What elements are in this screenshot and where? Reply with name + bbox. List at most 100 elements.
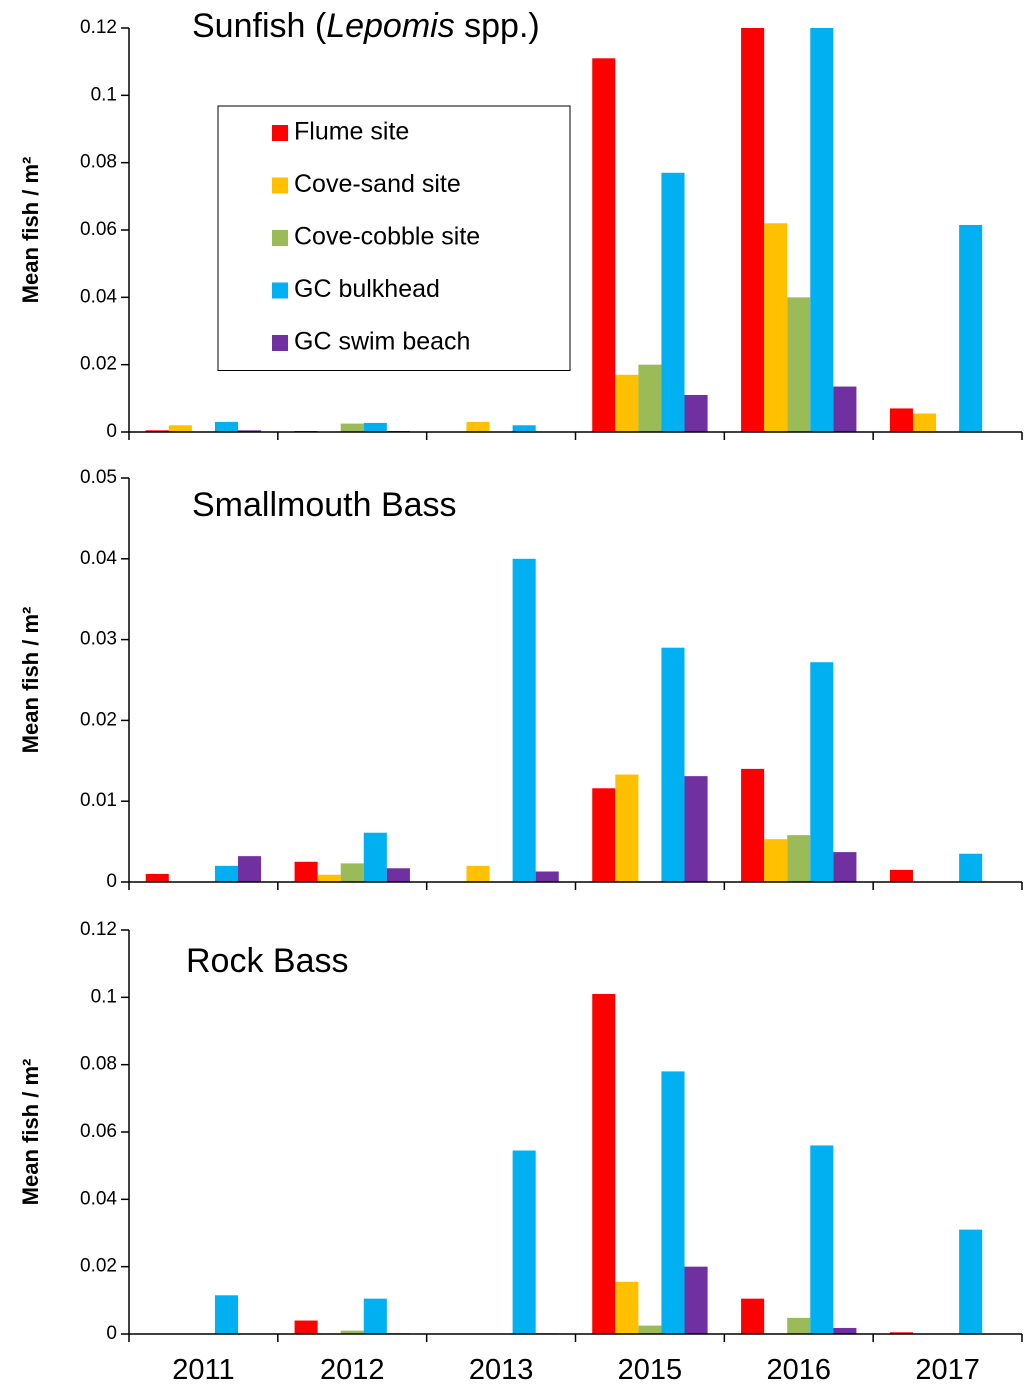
bar: [684, 394, 708, 432]
bar: [592, 788, 616, 882]
bar: [787, 297, 811, 432]
bar: [592, 993, 616, 1334]
chart-title: Rock Bass: [186, 942, 349, 980]
bar: [512, 1150, 536, 1334]
bar: [889, 1332, 913, 1334]
y-tick-label: 0.04: [80, 548, 117, 569]
bar: [889, 408, 913, 432]
y-tick-label: 0.1: [91, 986, 117, 1007]
y-tick-label: 0.02: [80, 354, 117, 375]
bar: [661, 647, 685, 882]
bar: [214, 421, 239, 432]
bar: [214, 1295, 239, 1334]
y-tick-label: 0.08: [80, 1054, 117, 1075]
bar: [340, 863, 364, 882]
bar: [764, 223, 788, 432]
title-part: Rock Bass: [186, 942, 349, 980]
bar: [294, 1320, 318, 1334]
bar: [466, 865, 490, 882]
y-tick-label: 0.04: [80, 1188, 117, 1209]
bar: [833, 1327, 857, 1334]
bar: [889, 869, 913, 882]
bar: [294, 861, 318, 882]
legend-label: GC swim beach: [294, 328, 470, 356]
bar: [638, 1325, 662, 1334]
bar: [810, 28, 834, 432]
bar: [466, 421, 490, 432]
bar: [638, 364, 662, 432]
bar: [386, 868, 410, 882]
bar: [512, 425, 536, 432]
bar: [317, 874, 341, 882]
bar: [661, 1071, 685, 1334]
y-tick-label: 0.04: [80, 286, 117, 307]
bar: [340, 1330, 364, 1334]
bar: [168, 425, 192, 432]
y-tick-label: 0.12: [80, 919, 117, 940]
legend-swatch: [272, 230, 288, 246]
y-tick-label: 0.05: [80, 467, 117, 488]
bar: [615, 374, 639, 432]
title-part: spp.): [455, 7, 540, 45]
bar: [214, 865, 239, 882]
y-tick-label: 0.06: [80, 219, 117, 240]
bar: [661, 172, 685, 432]
legend-label: Cove-cobble site: [294, 223, 480, 251]
bar: [764, 839, 788, 882]
bar: [145, 430, 169, 432]
y-axis-label: Mean fish / m²: [18, 157, 43, 304]
bar: [340, 423, 364, 432]
bar: [363, 1298, 387, 1334]
bar: [833, 852, 857, 882]
y-axis-label: Mean fish / m²: [18, 1059, 43, 1206]
x-tick-label: 2015: [618, 1354, 683, 1386]
bar: [363, 422, 387, 432]
legend-label: Flume site: [294, 118, 409, 146]
bar: [741, 768, 765, 882]
chart-title: Sunfish (Lepomis spp.): [192, 7, 540, 45]
bar: [684, 776, 708, 882]
bar: [615, 774, 639, 882]
y-tick-label: 0.02: [80, 1256, 117, 1277]
bar: [959, 853, 983, 882]
legend-swatch: [272, 177, 288, 194]
bar: [512, 558, 536, 882]
y-tick-label: 0.01: [80, 790, 117, 811]
bar: [810, 1145, 834, 1334]
y-axis-label: Mean fish / m²: [18, 607, 43, 754]
x-tick-label: 2013: [469, 1354, 534, 1386]
y-tick-label: 0: [106, 421, 117, 442]
bar: [912, 413, 937, 432]
bar: [741, 28, 765, 432]
bar: [145, 873, 169, 882]
bar: [959, 1229, 983, 1334]
legend-label: Cove-sand site: [294, 170, 461, 198]
bar: [363, 832, 387, 882]
bar: [787, 835, 811, 882]
x-tick-label: 2017: [915, 1354, 980, 1386]
bar: [741, 1298, 765, 1334]
title-part: Lepomis: [326, 7, 455, 45]
legend-swatch: [272, 125, 288, 141]
bar: [833, 386, 857, 432]
y-tick-label: 0.02: [80, 709, 117, 730]
y-tick-label: 0.08: [80, 152, 117, 173]
bar: [810, 662, 834, 882]
x-tick-label: 2011: [172, 1354, 234, 1386]
bar: [684, 1266, 708, 1334]
bar: [238, 856, 262, 882]
y-tick-label: 0: [106, 1323, 117, 1344]
legend-swatch: [272, 282, 288, 299]
chart-title: Smallmouth Bass: [192, 486, 457, 524]
bar: [592, 58, 616, 433]
y-tick-label: 0.03: [80, 629, 117, 650]
y-tick-label: 0: [106, 871, 117, 892]
bar: [535, 871, 559, 882]
bar: [787, 1317, 811, 1334]
title-part: Smallmouth Bass: [192, 486, 457, 524]
y-tick-label: 0.12: [80, 17, 117, 38]
title-part: Sunfish (: [192, 7, 327, 45]
x-tick-label: 2012: [320, 1354, 385, 1386]
legend-label: GC bulkhead: [294, 275, 440, 303]
x-tick-label: 2016: [766, 1354, 831, 1386]
